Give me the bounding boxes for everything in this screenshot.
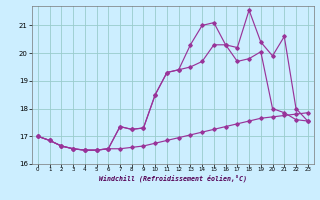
- X-axis label: Windchill (Refroidissement éolien,°C): Windchill (Refroidissement éolien,°C): [99, 175, 247, 182]
